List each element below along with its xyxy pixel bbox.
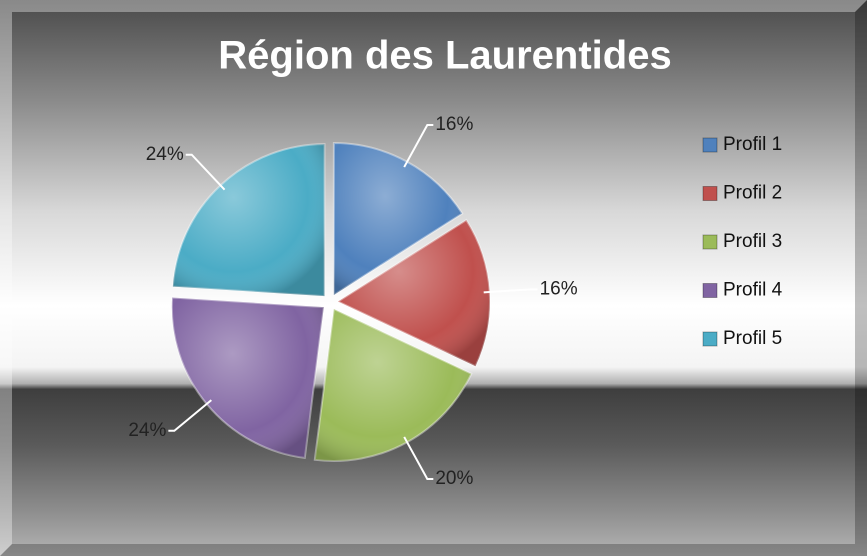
slice-shine <box>171 297 324 458</box>
chart-title: Région des Laurentides <box>218 34 671 78</box>
legend-swatch <box>702 234 718 250</box>
legend-swatch <box>702 283 718 298</box>
slice-shine <box>333 142 463 295</box>
data-label: 24% <box>146 144 184 165</box>
leader-line <box>185 153 226 191</box>
legend-label: Profil 4 <box>723 280 783 301</box>
leader-line <box>483 288 538 294</box>
legend-swatch <box>702 331 718 347</box>
legend-label: Profil 2 <box>723 183 782 204</box>
slice-shine <box>314 309 472 462</box>
data-label: 16% <box>540 278 578 299</box>
legend-label: Profil 1 <box>723 134 782 155</box>
leader-line <box>403 123 434 168</box>
legend-label: Profil 5 <box>723 328 782 349</box>
legend-swatch <box>702 137 718 153</box>
data-label: 20% <box>435 468 473 489</box>
slice-shine <box>337 220 490 367</box>
legend-label: Profil 3 <box>723 231 782 252</box>
slice-shine <box>172 144 325 297</box>
leader-line <box>403 436 434 481</box>
leader-line <box>168 399 212 432</box>
data-label: 16% <box>435 114 473 135</box>
legend-swatch <box>702 186 718 201</box>
data-label: 24% <box>128 420 166 441</box>
